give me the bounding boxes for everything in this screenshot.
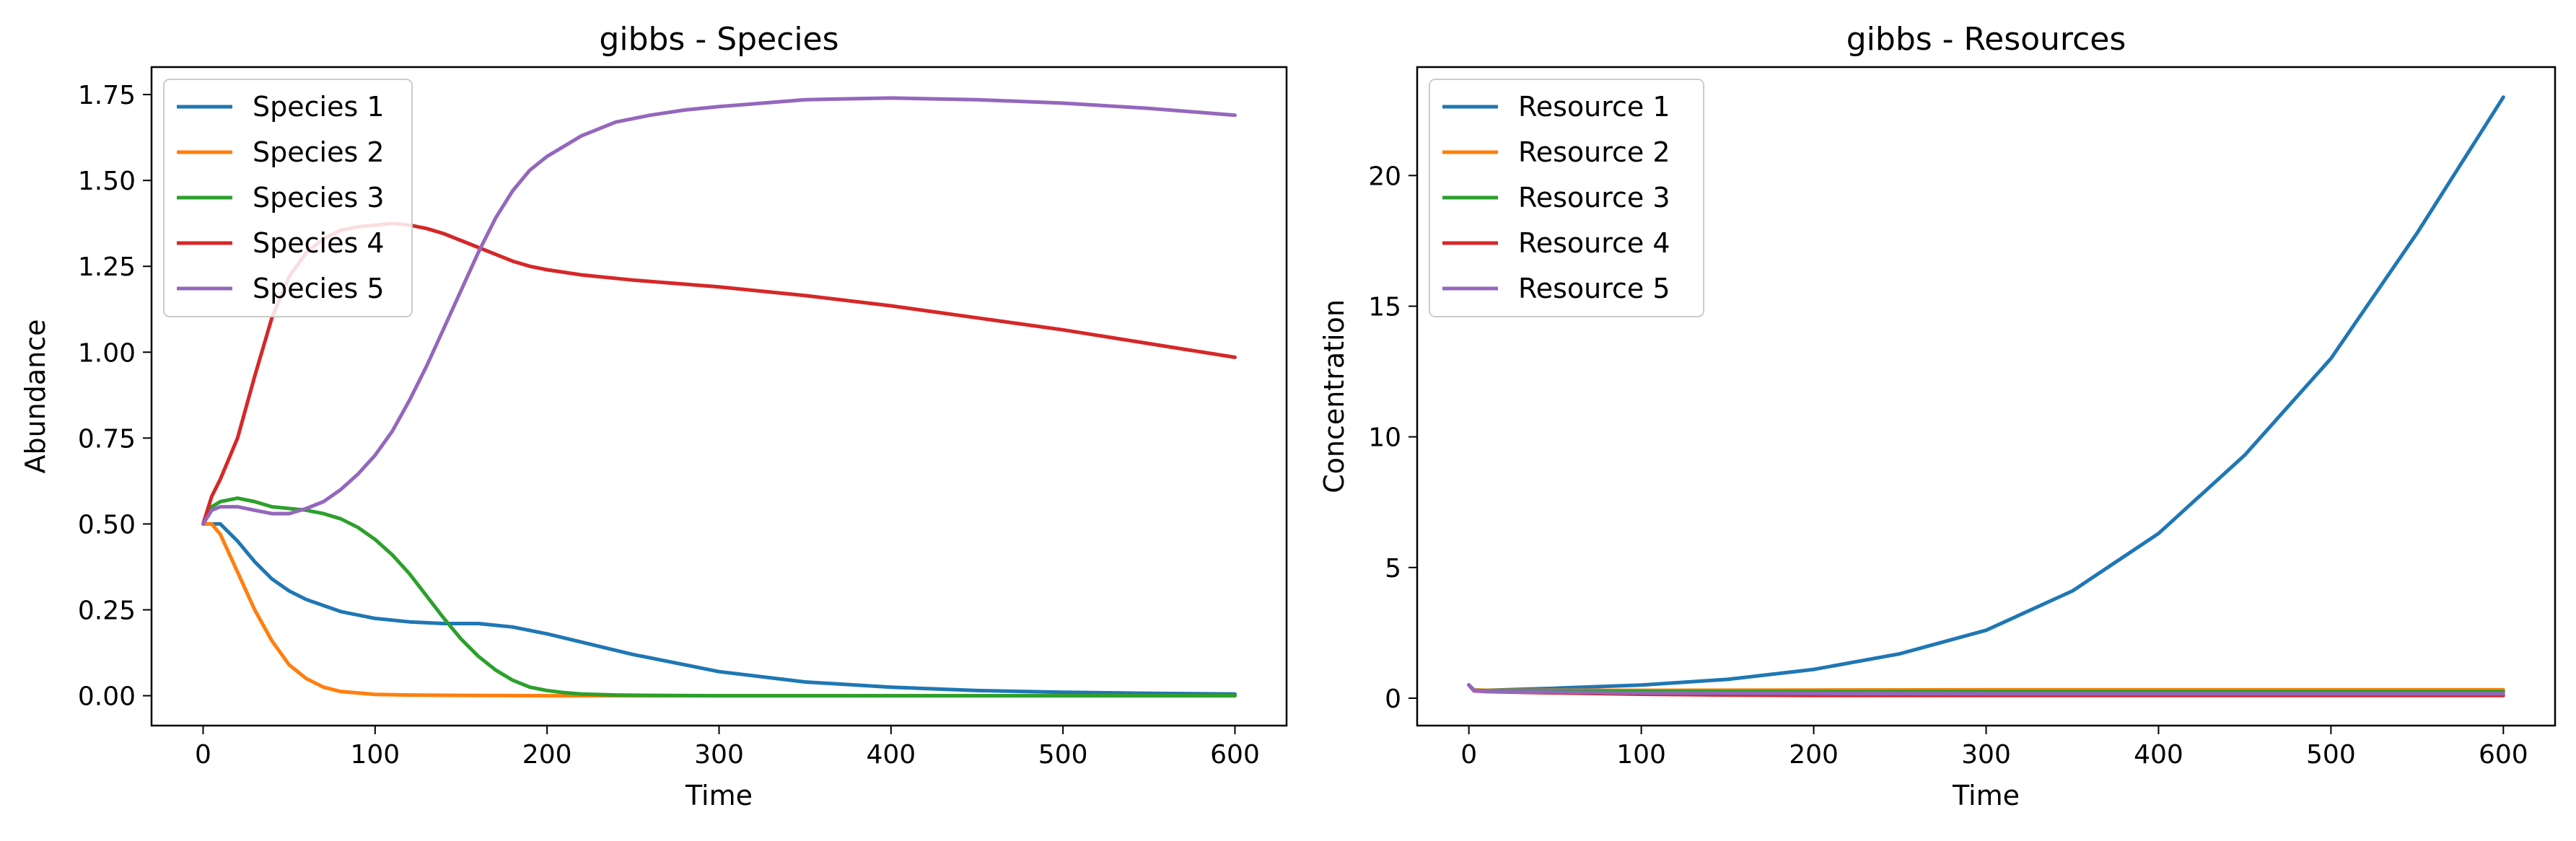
x-tick-label: 400: [866, 740, 916, 770]
y-tick-label: 0: [1385, 684, 1401, 714]
series-line-5: [1467, 683, 2505, 696]
y-axis-label: Abundance: [19, 319, 51, 473]
legend: Species 1 Species 2 Species 3 Species 4 Spec…: [163, 79, 413, 317]
series-line-5: [201, 96, 1237, 526]
legend-box: [163, 79, 413, 317]
axes-frame: [1416, 66, 2557, 727]
legend-label: Species 3: [253, 182, 385, 213]
y-tick-label: 20: [1368, 162, 1401, 191]
y-tick-label: 5: [1385, 554, 1401, 584]
y-tick-label: 0.00: [78, 682, 136, 712]
x-tick-label: 500: [2306, 740, 2356, 770]
y-tick-label: 1.25: [78, 252, 136, 282]
legend-label: Species 4: [253, 227, 385, 259]
x-tick-label: 100: [1616, 740, 1666, 770]
chart-title: gibbs - Resources: [1846, 21, 2126, 58]
x-tick-label: 600: [1210, 740, 1260, 770]
y-axis-label: Concentration: [1318, 299, 1350, 493]
y-tick-label: 10: [1368, 423, 1401, 453]
legend-label: Resource 3: [1518, 182, 1670, 213]
legend: Resource 1 Resource 2 Resource 3 Resource 4…: [1429, 79, 1704, 317]
series-line-3: [201, 496, 1237, 698]
x-tick-label: 0: [1460, 740, 1477, 770]
x-tick-label: 200: [1789, 740, 1839, 770]
x-tick-label: 600: [2479, 740, 2528, 770]
x-tick-label: 300: [694, 740, 744, 770]
axes-frame: [150, 66, 1288, 727]
chart-panel-2: gibbs - Resources 0 100 200 300 400 500 600 0 5 10…: [1318, 21, 2557, 811]
series-line-4: [201, 221, 1237, 526]
legend-label: Resource 4: [1518, 227, 1670, 259]
y-tick-label: 1.75: [78, 81, 136, 110]
legend-label: Resource 5: [1518, 273, 1670, 304]
chart-panel-1: gibbs - Species 0 100 200 300 400 500 600 0.00 0.…: [19, 21, 1288, 811]
y-tick-label: 0.25: [78, 596, 136, 625]
legend-label: Resource 1: [1518, 91, 1670, 123]
x-tick-label: 400: [2134, 740, 2183, 770]
x-tick-label: 300: [1961, 740, 2011, 770]
y-tick-label: 15: [1368, 293, 1401, 322]
legend-label: Resource 2: [1518, 136, 1670, 168]
y-tick-label: 0.50: [78, 510, 136, 540]
legend-label: Species 2: [253, 136, 385, 168]
x-axis-label: Time: [1952, 780, 2020, 811]
y-tick-label: 1.00: [78, 338, 136, 368]
legend-label: Species 5: [253, 273, 385, 304]
x-tick-label: 100: [350, 740, 400, 770]
x-tick-label: 500: [1038, 740, 1088, 770]
y-tick-label: 1.50: [78, 167, 136, 196]
legend-label: Species 1: [253, 91, 385, 123]
x-tick-label: 200: [522, 740, 572, 770]
series-line-1: [201, 521, 1237, 696]
chart-title: gibbs - Species: [599, 21, 838, 58]
y-tick-label: 0.75: [78, 424, 136, 454]
legend-box: [1429, 79, 1704, 317]
x-tick-label: 0: [195, 740, 211, 770]
x-axis-label: Time: [685, 780, 753, 811]
